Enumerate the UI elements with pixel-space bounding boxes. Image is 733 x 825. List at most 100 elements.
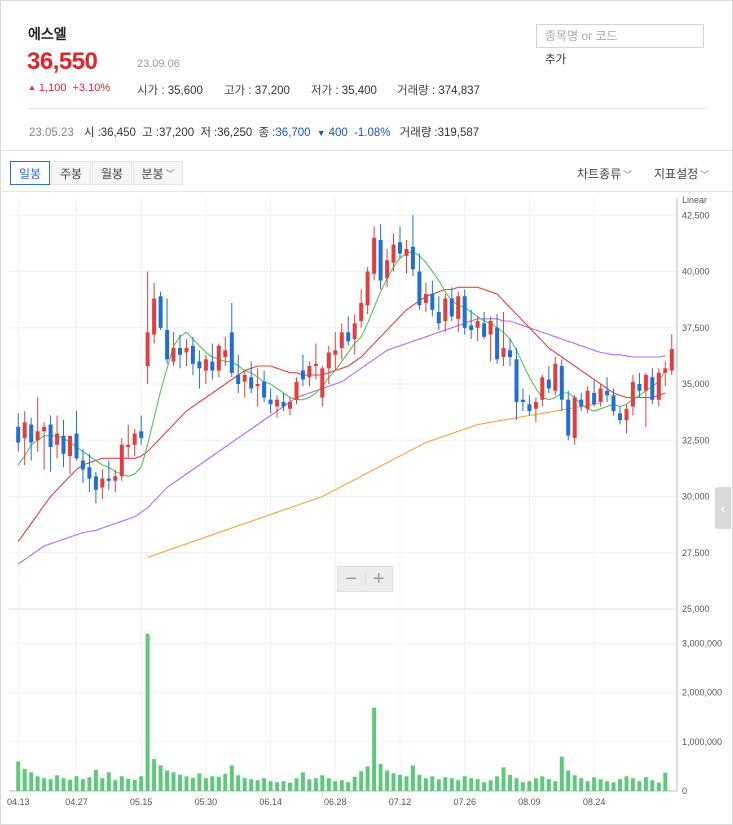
candle-body xyxy=(378,240,383,281)
candle-body xyxy=(663,368,668,373)
side-panel-toggle[interactable]: ‹ xyxy=(715,487,731,529)
high-value: 37,200 xyxy=(254,85,290,97)
volume-bar xyxy=(527,781,532,791)
hover-open-label: 시 xyxy=(83,127,95,139)
volume-bar xyxy=(611,782,616,791)
high-label: 고가 xyxy=(224,85,246,97)
candle-body xyxy=(449,298,454,317)
volume-bar xyxy=(663,772,668,791)
x-tick-label: 05.30 xyxy=(195,797,218,807)
tab-minute[interactable]: 분봉 ﹀ xyxy=(133,161,183,185)
volume-bar xyxy=(391,773,396,791)
candle-body xyxy=(643,375,648,391)
volume-bar xyxy=(16,761,21,791)
add-button[interactable]: 추가 xyxy=(545,51,566,67)
candle-body xyxy=(527,404,532,412)
candle-body xyxy=(423,294,428,303)
volume-bar xyxy=(488,780,493,791)
candle-body xyxy=(184,348,189,353)
candle-body xyxy=(106,478,111,481)
chevron-down-icon: ﹀ xyxy=(165,168,175,179)
candle-body xyxy=(93,476,98,490)
ma5-line xyxy=(17,250,666,477)
volume-bar xyxy=(55,775,60,791)
volume-bar xyxy=(637,781,642,791)
candle-body xyxy=(475,321,480,328)
change-percent: +3.10% xyxy=(72,82,111,94)
chart-type-dropdown[interactable]: 차트종류 ﹀ xyxy=(577,165,632,182)
volume-bar xyxy=(178,774,182,791)
volume-bar xyxy=(417,774,422,791)
tab-weekly[interactable]: 주봉 xyxy=(51,161,91,185)
volume-tick-label: 2,000,000 xyxy=(682,688,722,698)
candle-body xyxy=(611,395,616,412)
chart-area[interactable]: Linear 42,500 40,000 37,500 35,000 32,500 30,0… xyxy=(1,193,732,824)
volume-bar xyxy=(216,776,221,791)
candle-body xyxy=(495,327,500,360)
chevron-down-icon: ﹀ xyxy=(623,170,633,180)
open-stat: 시가 : 35,600 xyxy=(137,85,203,97)
candle-body xyxy=(618,413,622,421)
indicator-settings-dropdown[interactable]: 지표설정 ﹀ xyxy=(654,165,709,182)
volume-bar xyxy=(540,776,545,791)
price-tick-label: 30,000 xyxy=(682,492,710,502)
volume-bar xyxy=(643,777,648,791)
volume-bar xyxy=(223,773,228,791)
volume-bar xyxy=(80,779,85,791)
zoom-in-button[interactable]: + xyxy=(366,567,393,591)
candle-body xyxy=(488,321,493,335)
volume-bar xyxy=(410,765,415,791)
volume-bar xyxy=(275,782,280,791)
stock-search-input[interactable] xyxy=(536,24,704,48)
volume-bar xyxy=(236,775,241,791)
candle-body xyxy=(119,444,124,477)
x-tick-label: 08.09 xyxy=(518,797,541,807)
x-tick-label: 04.13 xyxy=(7,797,30,807)
volume-bar xyxy=(300,772,305,791)
ma60-line xyxy=(17,318,666,565)
volume-bar xyxy=(262,778,267,791)
candle-body xyxy=(29,424,34,443)
candle-body xyxy=(469,325,474,330)
volume-bar xyxy=(385,770,390,791)
volume-bar xyxy=(184,776,189,791)
candle-body xyxy=(359,303,364,321)
tab-minute-label: 분봉 xyxy=(141,166,164,181)
candle-body xyxy=(203,359,208,371)
volume-bar xyxy=(533,778,538,791)
volume-bar xyxy=(152,759,157,791)
candle-body xyxy=(404,249,409,256)
candle-body xyxy=(514,359,519,403)
zoom-controls: − + xyxy=(337,566,393,592)
tab-monthly[interactable]: 월봉 xyxy=(92,161,132,185)
tab-daily[interactable]: 일봉 xyxy=(10,161,50,185)
volume-bar xyxy=(443,777,448,791)
volume-bar xyxy=(145,633,150,791)
volume-bar xyxy=(346,782,351,791)
volume-bar xyxy=(171,772,176,791)
candle-body xyxy=(398,242,402,254)
candle-body xyxy=(236,375,241,384)
hover-low: 36,250 xyxy=(217,127,253,139)
low-value: 35,400 xyxy=(341,85,377,97)
price-chart[interactable]: Linear 42,500 40,000 37,500 35,000 32,500 30,0… xyxy=(1,193,732,824)
candle-body xyxy=(87,467,92,479)
candle-body xyxy=(320,368,325,398)
candle-body xyxy=(624,408,629,421)
candle-body xyxy=(630,381,635,407)
chevron-down-icon: ﹀ xyxy=(700,170,710,180)
hover-volume-label: 거래량 xyxy=(399,127,432,139)
zoom-out-button[interactable]: − xyxy=(338,567,365,591)
chevron-left-icon: ‹ xyxy=(720,500,726,516)
candle-body xyxy=(650,377,655,400)
ma20-line xyxy=(17,286,666,542)
triangle-down-icon: ▼ xyxy=(316,128,326,138)
candle-body xyxy=(68,435,72,457)
candle-body xyxy=(158,296,163,328)
candle-body xyxy=(35,431,40,441)
volume-bar xyxy=(35,776,40,791)
candle-body xyxy=(113,476,118,481)
chart-type-label: 차트종류 xyxy=(577,167,622,181)
volume-bar xyxy=(579,778,584,791)
candle-body xyxy=(16,426,21,443)
